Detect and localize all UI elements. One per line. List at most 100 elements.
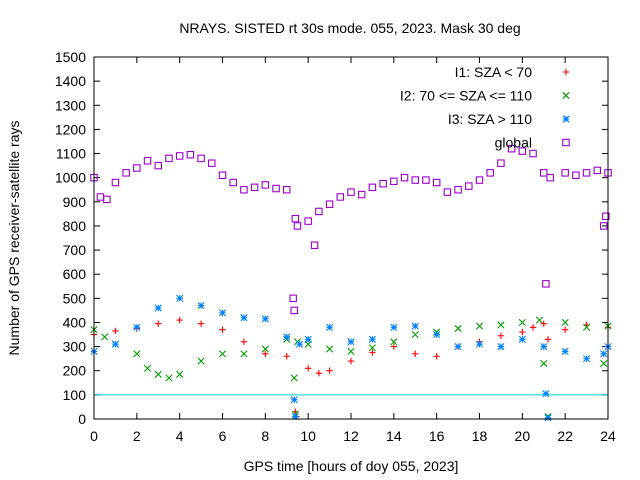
data-point bbox=[133, 164, 141, 172]
data-point bbox=[336, 193, 345, 201]
legend-label: I2: 70 <= SZA <= 110 bbox=[400, 88, 532, 104]
y-tick-label: 300 bbox=[63, 339, 87, 355]
data-point bbox=[539, 169, 548, 177]
data-point bbox=[154, 370, 162, 378]
data-point bbox=[283, 333, 291, 341]
data-point bbox=[497, 343, 505, 351]
data-point bbox=[347, 357, 355, 365]
data-point bbox=[433, 353, 440, 360]
data-point bbox=[519, 328, 526, 336]
legend-marker bbox=[562, 115, 570, 123]
data-point bbox=[390, 343, 398, 350]
data-point bbox=[325, 323, 334, 331]
y-tick-label: 1200 bbox=[55, 121, 86, 137]
data-point bbox=[507, 144, 516, 153]
data-point bbox=[240, 338, 248, 345]
data-point bbox=[540, 320, 547, 327]
data-point bbox=[197, 154, 205, 163]
data-point bbox=[143, 157, 152, 165]
data-point bbox=[325, 200, 334, 208]
data-point bbox=[290, 396, 298, 404]
series-0 bbox=[90, 316, 612, 420]
data-point bbox=[561, 326, 569, 333]
legend-label: global bbox=[495, 135, 532, 151]
data-point bbox=[186, 150, 195, 159]
data-point bbox=[561, 318, 569, 327]
y-tick-label: 900 bbox=[63, 194, 87, 210]
data-point bbox=[296, 340, 304, 348]
data-point bbox=[390, 323, 398, 331]
x-tick-label: 24 bbox=[600, 428, 616, 444]
data-point bbox=[540, 359, 548, 368]
data-point bbox=[176, 370, 184, 378]
series-3 bbox=[90, 144, 612, 315]
data-point bbox=[379, 179, 387, 188]
data-point bbox=[304, 335, 312, 343]
x-tick-label: 8 bbox=[261, 428, 269, 444]
data-point bbox=[454, 343, 462, 351]
data-point bbox=[422, 176, 430, 184]
y-tick-label: 800 bbox=[63, 218, 87, 234]
data-point bbox=[411, 322, 419, 330]
y-tick-label: 1400 bbox=[55, 73, 86, 89]
legend-marker bbox=[562, 91, 570, 100]
data-point bbox=[535, 316, 544, 324]
data-point bbox=[208, 159, 216, 167]
data-point bbox=[475, 322, 484, 330]
y-tick-label: 1000 bbox=[55, 170, 86, 186]
data-point bbox=[529, 149, 537, 158]
plot-frame bbox=[93, 56, 609, 420]
x-tick-label: 12 bbox=[343, 428, 359, 444]
data-point bbox=[133, 350, 141, 358]
legend-marker bbox=[562, 68, 570, 76]
data-point bbox=[544, 336, 552, 343]
data-point bbox=[290, 374, 298, 382]
x-tick-label: 10 bbox=[300, 428, 316, 444]
data-point bbox=[432, 178, 441, 187]
data-point bbox=[325, 345, 334, 353]
data-point bbox=[602, 212, 610, 221]
data-point bbox=[165, 154, 173, 163]
data-point bbox=[111, 178, 120, 187]
data-point bbox=[218, 171, 227, 180]
data-point bbox=[96, 193, 105, 201]
data-point bbox=[368, 183, 377, 192]
data-point bbox=[582, 169, 591, 177]
data-point bbox=[240, 314, 248, 322]
data-point bbox=[176, 316, 183, 324]
data-point bbox=[101, 333, 109, 341]
data-point bbox=[155, 320, 162, 327]
x-tick-label: 14 bbox=[386, 428, 402, 444]
y-axis-label: Number of GPS receiver-satellite rays bbox=[6, 121, 22, 356]
data-point bbox=[291, 214, 300, 223]
y-tick-label: 1500 bbox=[55, 49, 86, 65]
data-point bbox=[133, 323, 141, 331]
x-tick-label: 16 bbox=[429, 428, 445, 444]
data-point bbox=[197, 301, 205, 310]
data-point bbox=[475, 340, 484, 348]
data-point bbox=[582, 355, 591, 363]
x-tick-label: 22 bbox=[557, 428, 573, 444]
data-point bbox=[262, 350, 269, 358]
data-point bbox=[497, 159, 505, 167]
y-tick-label: 200 bbox=[63, 363, 87, 379]
data-point bbox=[465, 182, 473, 190]
data-point bbox=[261, 181, 270, 189]
data-point bbox=[369, 349, 376, 356]
data-point bbox=[154, 161, 163, 170]
data-point bbox=[561, 347, 569, 356]
axes: 0100200300400500600700800900100011001200… bbox=[55, 49, 616, 444]
data-point bbox=[347, 188, 355, 196]
data-point bbox=[546, 173, 554, 182]
data-point bbox=[400, 173, 409, 182]
data-point bbox=[291, 412, 299, 421]
x-tick-label: 18 bbox=[472, 428, 488, 444]
data-point bbox=[390, 177, 398, 186]
y-tick-label: 700 bbox=[63, 242, 87, 258]
data-point bbox=[154, 304, 162, 312]
data-point bbox=[600, 359, 608, 368]
data-point bbox=[593, 166, 602, 175]
y-tick-label: 100 bbox=[63, 387, 87, 403]
data-point bbox=[218, 309, 227, 317]
